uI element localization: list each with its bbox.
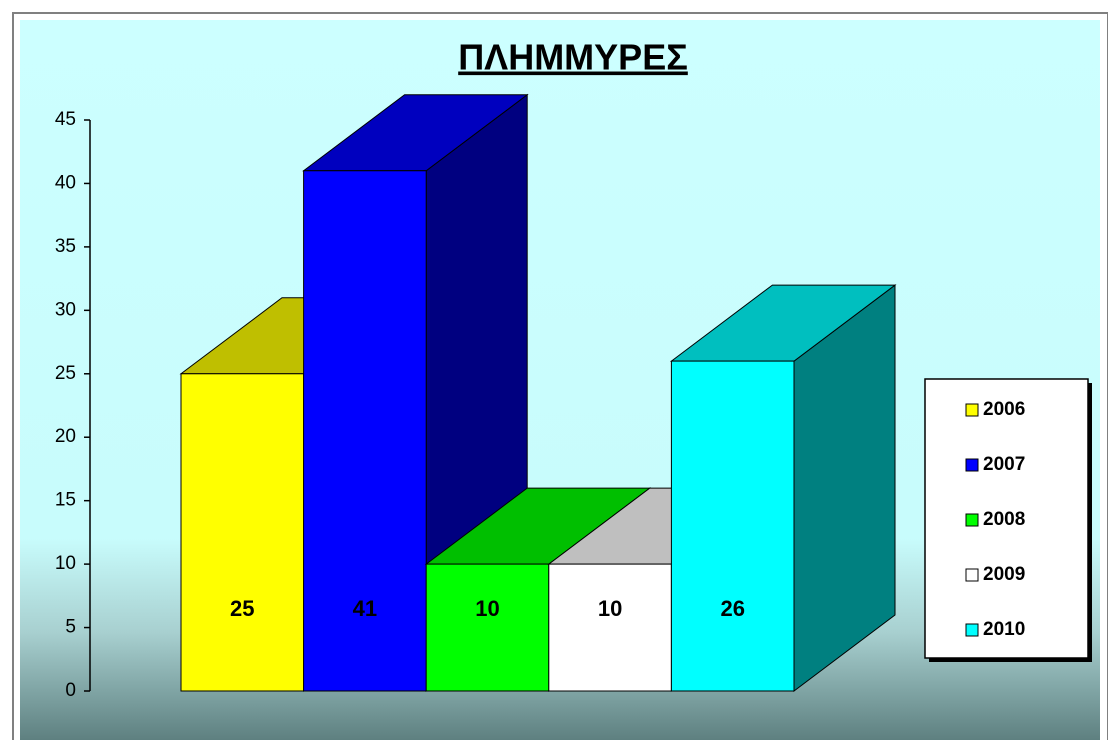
legend-label: 2009 [983, 564, 1025, 585]
data-label: 26 [720, 596, 744, 621]
outer-frame [12, 12, 1108, 740]
y-tick-label: 10 [55, 553, 76, 574]
y-tick-label: 15 [55, 490, 76, 511]
data-label: 41 [353, 596, 377, 621]
y-tick-label: 20 [55, 426, 76, 447]
chart-title: ΠΛΗΜΜΥΡΕΣ [458, 37, 688, 78]
y-tick-label: 25 [55, 363, 76, 384]
bar [425, 563, 550, 692]
legend-label: 2008 [983, 509, 1025, 530]
data-label: 25 [230, 596, 254, 621]
bar [548, 563, 672, 692]
legend-label: 2006 [983, 399, 1025, 420]
bar [303, 170, 427, 692]
legend-label: 2007 [983, 454, 1025, 475]
y-tick-label: 0 [65, 680, 76, 701]
legend-swatch [965, 458, 979, 472]
y-tick-label: 45 [55, 109, 76, 130]
y-tick-label: 35 [55, 236, 76, 257]
data-label: 10 [475, 596, 499, 621]
bar [180, 373, 305, 692]
y-tick-label: 30 [55, 299, 76, 320]
legend-label: 2010 [983, 619, 1025, 640]
legend-swatch [965, 623, 979, 637]
y-tick-label: 5 [65, 617, 76, 638]
data-label: 10 [598, 596, 622, 621]
legend [924, 378, 1089, 659]
legend-swatch [965, 513, 979, 527]
legend-swatch [965, 403, 979, 417]
bar [670, 360, 795, 692]
legend-swatch [965, 568, 979, 582]
y-tick-label: 40 [55, 172, 76, 193]
